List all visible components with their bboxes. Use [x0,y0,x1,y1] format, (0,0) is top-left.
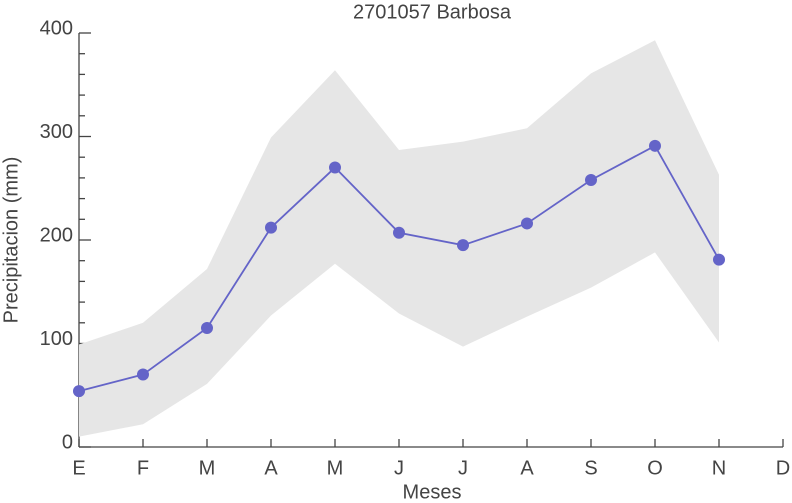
point [521,217,533,230]
y-tick-label: 0 [62,431,73,453]
point [73,385,85,398]
x-tick-label: O [647,457,663,479]
x-tick-label: A [264,457,278,479]
point [649,139,661,152]
x-tick-label: N [712,457,726,479]
x-tick-label: M [327,457,344,479]
point [393,226,405,239]
x-tick-label: J [458,457,468,479]
x-tick-label: A [520,457,534,479]
x-tick-label: D [776,457,790,479]
x-tick-label: S [584,457,597,479]
y-tick-label: 400 [40,17,73,39]
point [329,161,341,174]
y-tick-label: 300 [40,121,73,143]
x-tick-label: M [199,457,216,479]
x-tick-label: F [137,457,149,479]
y-tick-label: 200 [40,224,73,246]
point [201,321,213,334]
point [713,253,725,266]
chart-title: 2701057 Barbosa [353,1,512,23]
x-tick-label: J [394,457,404,479]
y-tick-label: 100 [40,328,73,350]
x-axis-label: Meses [403,481,462,503]
point [585,173,597,186]
y-axis-label: Precipitacion (mm) [0,157,22,324]
point [265,221,277,234]
point [137,368,149,381]
x-tick-label: E [72,457,85,479]
point [457,239,469,252]
